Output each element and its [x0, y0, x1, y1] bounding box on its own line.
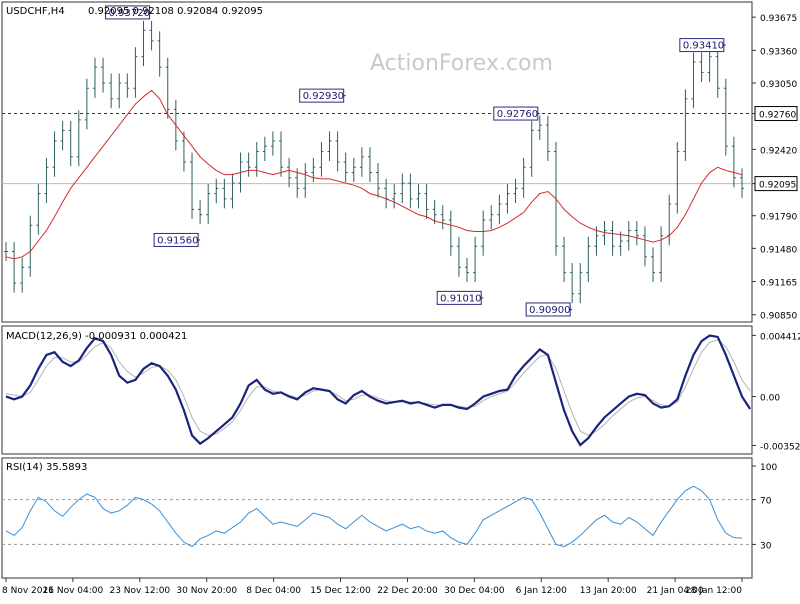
annotation-label: 0.90900: [529, 305, 570, 316]
rsi-line: [5, 485, 743, 548]
annotation-label: 0.93720: [109, 8, 150, 19]
y-tick-label: 0.92420: [760, 146, 797, 156]
annotation-label: 0.93410: [683, 41, 724, 52]
annotation-label: 0.91560: [157, 235, 198, 246]
watermark: ActionForex.com: [370, 51, 553, 76]
x-tick-label: 16 Nov 04:00: [43, 586, 104, 596]
annotation-box: [105, 5, 151, 20]
y-tick-label: 0.91790: [760, 213, 797, 223]
rsi-y-axis: 100 70 30: [752, 463, 777, 551]
x-tick-label: 8 Dec 04:00: [246, 586, 301, 596]
y-tick-label: 0.93050: [760, 80, 797, 90]
price-y-axis: 0.90850 0.91165 0.91480 0.91790 0.92095 0.924…: [752, 14, 798, 322]
y-tick-label: 0.91480: [760, 245, 797, 255]
macd-line: [5, 334, 752, 447]
y-tick-label: 30: [760, 541, 772, 551]
price-marker-label: 0.92095: [759, 181, 796, 191]
annotation-label: 0.92930: [303, 91, 344, 102]
macd-signal-line: [5, 339, 751, 436]
price-panel: ActionForex.com 0.937200.915600.929300.9…: [1, 1, 798, 323]
annotation-box: [153, 232, 199, 247]
rsi-panel: RSI(14) 35.5893 100 70 30: [1, 457, 777, 579]
x-tick-label: 21 Jan 04:00: [647, 586, 704, 596]
price-reference-lines: [2, 113, 752, 185]
x-tick-label: 6 Jan 12:00: [516, 586, 568, 596]
annotation-box: [436, 290, 482, 305]
x-tick-label: 13 Jan 20:00: [580, 586, 637, 596]
moving-average-line: [5, 89, 743, 260]
annotation-box: [525, 302, 571, 317]
annotation-box: [299, 88, 345, 103]
y-tick-label: 0.00: [760, 394, 780, 404]
price-annotations: 0.93720 0.91560 0.92930 0.91010 0.92760 0.909…: [105, 5, 726, 317]
y-tick-label: 0.93675: [760, 14, 797, 24]
price-title: USDCHF,H4: [6, 6, 65, 17]
macd-title: MACD(12,26,9) -0.000931 0.000421: [6, 331, 187, 342]
y-tick-label: 70: [760, 497, 772, 507]
annotation-label: 0.92760: [497, 109, 538, 120]
rsi-reference-lines: [2, 499, 752, 545]
y-tick-label: 0.93360: [760, 47, 797, 57]
rsi-series: [5, 485, 743, 548]
price-marker-label: 0.92760: [759, 111, 796, 121]
annotation-box: [679, 38, 725, 53]
y-tick-label: 0.91165: [760, 279, 797, 289]
x-tick-label: 15 Dec 12:00: [310, 586, 371, 596]
x-tick-label: 30 Dec 04:00: [444, 586, 505, 596]
x-tick-label: 22 Dec 20:00: [377, 586, 438, 596]
x-tick-label: 23 Nov 12:00: [109, 586, 170, 596]
y-tick-label: 0.90850: [760, 312, 797, 322]
macd-series: [5, 334, 752, 447]
macd-y-axis: 0.004412 0.00 -0.003528: [752, 332, 800, 452]
price-marker-box: [754, 106, 798, 122]
price-ohlc: 0.92095 0.92108 0.92084 0.92095: [88, 6, 263, 17]
y-tick-label: 0.004412: [760, 332, 800, 342]
moving-average-series: [5, 89, 743, 260]
rsi-title: RSI(14) 35.5893: [6, 462, 87, 473]
y-tick-label: -0.003528: [760, 442, 800, 452]
x-tick-label: 28 Jan 12:00: [685, 586, 742, 596]
x-tick-label: 8 Nov 2021: [2, 586, 54, 596]
annotation-label: 0.91010: [440, 293, 481, 304]
y-tick-label: 100: [760, 463, 777, 473]
price-marker-box: [754, 176, 798, 192]
x-tick-label: 30 Nov 20:00: [176, 586, 237, 596]
macd-panel: MACD(12,26,9) -0.000931 0.000421 0.00441…: [1, 325, 800, 455]
annotation-box: [493, 106, 539, 121]
